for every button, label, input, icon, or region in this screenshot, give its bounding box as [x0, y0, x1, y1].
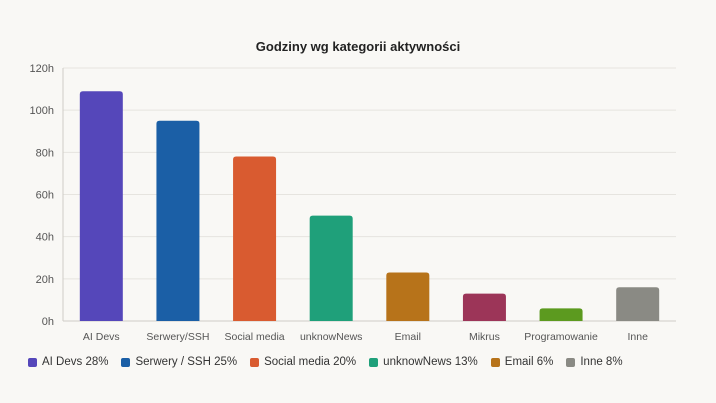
legend-label: Serwery / SSH 25% — [135, 356, 238, 368]
legend-label: Social media 20% — [264, 356, 357, 368]
y-tick-label: 60h — [36, 190, 54, 202]
legend-swatch — [250, 357, 260, 367]
bar-serwery-ssh[interactable] — [156, 120, 200, 321]
legend-label: AI Devs 28% — [42, 356, 109, 368]
bar-programowanie[interactable] — [539, 308, 583, 321]
x-tick-label: Serwery/SSH — [146, 331, 209, 343]
chart-legend: AI Devs 28% Serwery / SSH 25% Social media… — [28, 356, 636, 368]
bar-ai-devs[interactable] — [79, 91, 123, 321]
x-tick-label: unknowNews — [300, 331, 362, 343]
legend-item[interactable]: unknowNews 13% — [369, 356, 478, 368]
x-tick-label: AI Devs — [83, 331, 120, 343]
y-tick-label: 40h — [36, 232, 54, 244]
legend-item[interactable]: Serwery / SSH 25% — [121, 356, 237, 368]
legend-label: unknowNews 13% — [383, 356, 478, 368]
y-tick-label: 0h — [42, 316, 54, 328]
y-tick-label: 80h — [36, 147, 54, 159]
y-tick-label: 100h — [30, 105, 54, 117]
x-tick-label: Social media — [225, 331, 285, 343]
bar-unknownews[interactable] — [309, 215, 353, 321]
y-tick-label: 120h — [30, 63, 54, 75]
x-tick-label: Email — [395, 331, 421, 343]
legend-item[interactable]: Social media 20% — [250, 356, 356, 368]
legend-swatch — [369, 357, 379, 367]
bar-social-media[interactable] — [233, 156, 277, 321]
legend-item[interactable]: AI Devs 28% — [28, 356, 108, 368]
legend-item[interactable]: Email 6% — [490, 356, 554, 368]
legend-item[interactable]: Inne 8% — [566, 356, 623, 368]
y-tick-label: 20h — [36, 274, 54, 286]
legend-swatch — [28, 357, 37, 367]
legend-label: Email 6% — [504, 356, 554, 368]
chart-title: Godziny wg kategorii aktywności — [255, 39, 461, 54]
bar-mikrus[interactable] — [462, 293, 506, 321]
legend-label: Inne 8% — [580, 356, 623, 368]
x-tick-label: Mikrus — [469, 331, 500, 343]
legend-swatch — [490, 357, 500, 367]
x-tick-label: Inne — [627, 331, 648, 343]
bar-inne[interactable] — [616, 287, 660, 321]
x-tick-label: Programowanie — [524, 331, 598, 343]
legend-swatch — [121, 357, 131, 367]
bar-email[interactable] — [386, 272, 430, 321]
legend-swatch — [566, 357, 576, 367]
